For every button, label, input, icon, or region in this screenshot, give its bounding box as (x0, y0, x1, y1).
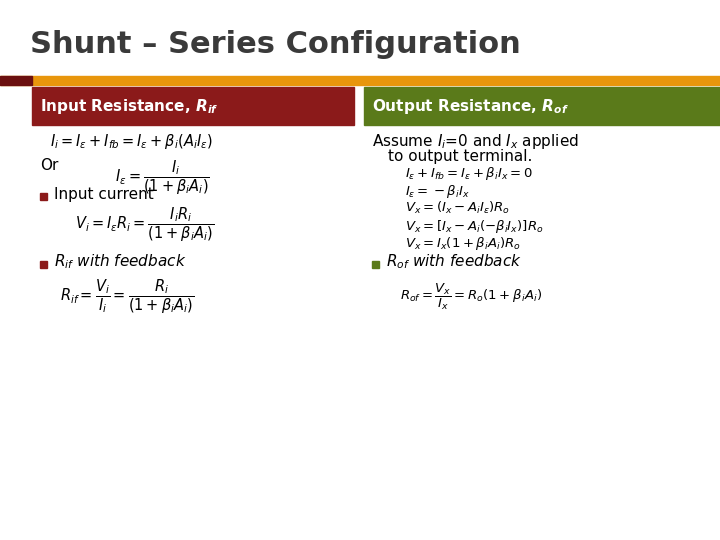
Bar (364, 87, 720, 125)
Text: $R_{if}$ with feedback: $R_{if}$ with feedback (54, 253, 186, 271)
Bar (0, 76, 32, 85)
Text: Input Resistance, $\bfit{R}_{if}$: Input Resistance, $\bfit{R}_{if}$ (40, 97, 219, 116)
Text: $I_i = I_\varepsilon + I_{fb} = I_\varepsilon + \beta_i(A_iI_\varepsilon)$: $I_i = I_\varepsilon + I_{fb} = I_\varep… (50, 132, 213, 151)
Text: $V_i = I_\varepsilon R_i = \dfrac{I_i R_i}{(1+\beta_i A_i)}$: $V_i = I_\varepsilon R_i = \dfrac{I_i R_… (75, 206, 215, 244)
Text: $V_x = [I_x - A_i(-\beta_i I_x)]R_o$: $V_x = [I_x - A_i(-\beta_i I_x)]R_o$ (405, 218, 544, 235)
Text: $I_\varepsilon + I_{fb} = I_\varepsilon + \beta_i I_x = 0$: $I_\varepsilon + I_{fb} = I_\varepsilon … (405, 165, 533, 182)
Text: Shunt – Series Configuration: Shunt – Series Configuration (30, 30, 521, 59)
Text: $V_x = (I_x - A_i I_\varepsilon)R_o$: $V_x = (I_x - A_i I_\varepsilon)R_o$ (405, 200, 510, 216)
Bar (0, 76, 720, 85)
Text: $R_{if} = \dfrac{V_i}{I_i} = \dfrac{R_i}{(1+\beta_i A_i)}$: $R_{if} = \dfrac{V_i}{I_i} = \dfrac{R_i}… (60, 278, 194, 316)
Bar (40, 193, 47, 200)
Text: $R_{of} = \dfrac{V_x}{I_x} = R_o(1+\beta_i A_i)$: $R_{of} = \dfrac{V_x}{I_x} = R_o(1+\beta… (400, 282, 542, 312)
Text: Or: Or (40, 158, 58, 173)
Bar (40, 261, 47, 268)
Text: Output Resistance, $\bfit{R}_{of}$: Output Resistance, $\bfit{R}_{of}$ (372, 97, 569, 116)
Text: $R_{of}$ with feedback: $R_{of}$ with feedback (386, 253, 522, 271)
Text: $I_\varepsilon = -\beta_i I_x$: $I_\varepsilon = -\beta_i I_x$ (405, 183, 469, 200)
Bar (32, 87, 354, 125)
Text: $I_\varepsilon = \dfrac{I_i}{(1+\beta_i A_i)}$: $I_\varepsilon = \dfrac{I_i}{(1+\beta_i … (115, 159, 210, 197)
Bar (372, 261, 379, 268)
Text: $V_x = I_x(1+\beta_i A_i)R_o$: $V_x = I_x(1+\beta_i A_i)R_o$ (405, 235, 521, 252)
Text: to output terminal.: to output terminal. (388, 149, 532, 164)
Text: Input current: Input current (54, 186, 154, 201)
Text: Assume $I_i$=0 and $I_x$ applied: Assume $I_i$=0 and $I_x$ applied (372, 132, 579, 151)
